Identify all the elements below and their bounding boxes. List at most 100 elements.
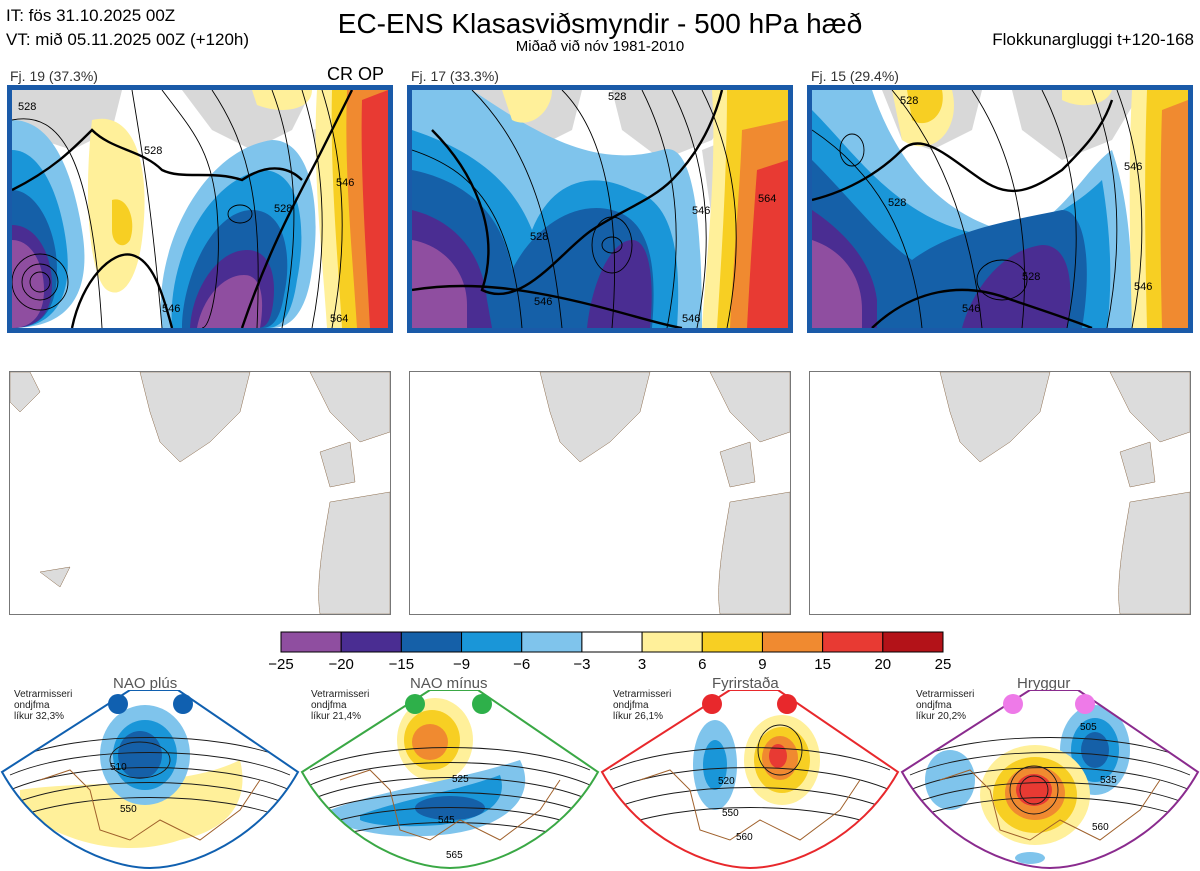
contour-label: 546 — [1124, 161, 1142, 173]
colorbar-tick-label: −20 — [328, 656, 354, 673]
ridge-frame — [900, 690, 1200, 870]
cluster-label-1: Fj. 19 (37.3%) — [10, 68, 98, 84]
contour-label: 550 — [120, 804, 137, 815]
contour-label: 525 — [452, 774, 469, 785]
regime-dot — [1003, 694, 1023, 714]
contour-label: 546 — [1134, 281, 1152, 293]
contour-label: 546 — [162, 303, 180, 315]
anomaly-field-3: 528 546 528 528 546 546 — [812, 90, 1188, 328]
contour-label: 564 — [758, 193, 776, 205]
page-title: EC-ENS Klasasviðsmyndir - 500 hPa hæð — [337, 8, 863, 39]
cluster-map-1[interactable]: 528 528 546 528 546 564 — [7, 85, 393, 333]
contour-label: 565 — [446, 850, 463, 861]
regime-info-line: líkur 20,2% — [916, 711, 967, 722]
regime-dot — [108, 694, 128, 714]
colorbar-swatch — [882, 631, 944, 653]
coastline-map-2 — [539, 372, 790, 614]
contour-label: 520 — [718, 776, 735, 787]
colorbar-tick-label: 15 — [814, 656, 831, 673]
contour-label: 528 — [274, 203, 292, 215]
contour-label: 528 — [530, 231, 548, 243]
colorbar-swatch — [701, 631, 763, 653]
weather-regime-maps[interactable]: 510 550 525 545 565 — [0, 690, 1200, 871]
contour-label: 535 — [1100, 775, 1117, 786]
regime-title-ridge: Hryggur — [1017, 675, 1071, 692]
coastline-map-3 — [939, 372, 1190, 614]
nao-minus-frame — [300, 690, 600, 870]
regime-dot — [702, 694, 722, 714]
empty-map-2[interactable] — [409, 371, 791, 615]
control-run-marker: CR OP — [327, 64, 385, 84]
contour-label: 528 — [1022, 271, 1040, 283]
regime-dot — [1075, 694, 1095, 714]
contour-label: 528 — [144, 145, 162, 157]
ridge-map — [902, 690, 1198, 868]
regime-info-line: Vetrarmisseri — [916, 689, 975, 700]
empty-map-3[interactable] — [809, 371, 1191, 615]
regime-info-line: líkur 26,1% — [613, 711, 664, 722]
regime-title-nao-plus: NAO plús — [113, 675, 178, 692]
nao-plus-map — [2, 690, 298, 868]
contour-label: 528 — [18, 101, 36, 113]
valid-time: VT: mið 05.11.2025 00Z (+120h) — [6, 30, 250, 49]
cluster-map-3[interactable]: 528 546 528 528 546 546 — [807, 85, 1193, 333]
regime-info-line: Vetrarmisseri — [311, 689, 370, 700]
contour-label: 546 — [534, 296, 552, 308]
page-subtitle: Miðað við nóv 1981-2010 — [515, 38, 685, 55]
colorbar-swatch — [461, 631, 523, 653]
colorbar-swatch — [280, 631, 342, 653]
colorbar-swatch — [761, 631, 824, 653]
regime-info-line: líkur 32,3% — [14, 711, 65, 722]
regime-info-ridge: Vetrarmisseri ondjfma líkur 20,2% — [916, 689, 974, 722]
contour-label: 550 — [722, 808, 739, 819]
colorbar-tick-label: −15 — [388, 656, 415, 673]
contour-label: 546 — [962, 303, 980, 315]
contour-label: 546 — [692, 205, 710, 217]
colorbar-tick-label: 20 — [874, 656, 892, 673]
colorbar-tick-label: 25 — [934, 656, 952, 673]
colorbar-swatch — [340, 631, 402, 653]
colorbar-swatch — [400, 631, 463, 653]
colorbar-tick-label: 3 — [637, 656, 647, 673]
regime-info-nao-minus: Vetrarmisseri ondjfma líkur 21,4% — [311, 689, 369, 722]
colorbar-tick-label: −25 — [268, 656, 294, 673]
contour-label: 510 — [110, 762, 127, 773]
colorbar-swatch — [822, 631, 884, 653]
regime-info-line: ondjfma — [916, 700, 952, 711]
colorbar-tick-label: 6 — [698, 656, 707, 673]
anomaly-colorbar — [280, 631, 944, 653]
colorbar-tick-label: −6 — [513, 656, 531, 673]
contour-label: 545 — [438, 815, 455, 826]
regime-dot — [173, 694, 193, 714]
regime-info-line: líkur 21,4% — [311, 711, 362, 722]
init-time: IT: fös 31.10.2025 00Z — [6, 6, 176, 25]
colorbar-swatch — [581, 631, 643, 653]
regime-info-blocking: Vetrarmisseri ondjfma líkur 26,1% — [613, 689, 671, 722]
cluster-map-2[interactable]: 528 528 546 546 564 546 — [407, 85, 793, 333]
blocking-frame — [600, 690, 900, 870]
anomaly-field-1: 528 528 546 528 546 564 — [12, 90, 388, 328]
nao-plus-frame — [0, 690, 300, 870]
contour-label: 528 — [608, 91, 626, 103]
contour-label: 560 — [736, 832, 753, 843]
regime-dot — [472, 694, 492, 714]
coastline-map-1 — [10, 372, 390, 614]
colorbar-swatch — [521, 631, 583, 653]
contour-label: 546 — [336, 177, 354, 189]
colorbar-tick-label: −3 — [573, 656, 591, 673]
contour-label: 528 — [900, 95, 918, 107]
regime-info-line: ondjfma — [14, 700, 50, 711]
anomaly-field-2: 528 528 546 546 564 546 — [412, 90, 788, 328]
cluster-label-3: Fj. 15 (29.4%) — [811, 68, 899, 84]
regime-info-nao-plus: Vetrarmisseri ondjfma líkur 32,3% — [14, 689, 72, 722]
empty-map-1[interactable] — [9, 371, 391, 615]
nao-minus-map — [302, 690, 598, 868]
colorbar-tick-label: 9 — [758, 656, 767, 673]
cluster-label-2: Fj. 17 (33.3%) — [411, 68, 499, 84]
contour-label: 560 — [1092, 822, 1109, 833]
contour-label: 564 — [330, 313, 348, 325]
regime-info-line: Vetrarmisseri — [14, 689, 73, 700]
contour-label: 528 — [888, 197, 906, 209]
contour-label: 505 — [1080, 722, 1097, 733]
colorbar-swatch — [641, 631, 703, 653]
